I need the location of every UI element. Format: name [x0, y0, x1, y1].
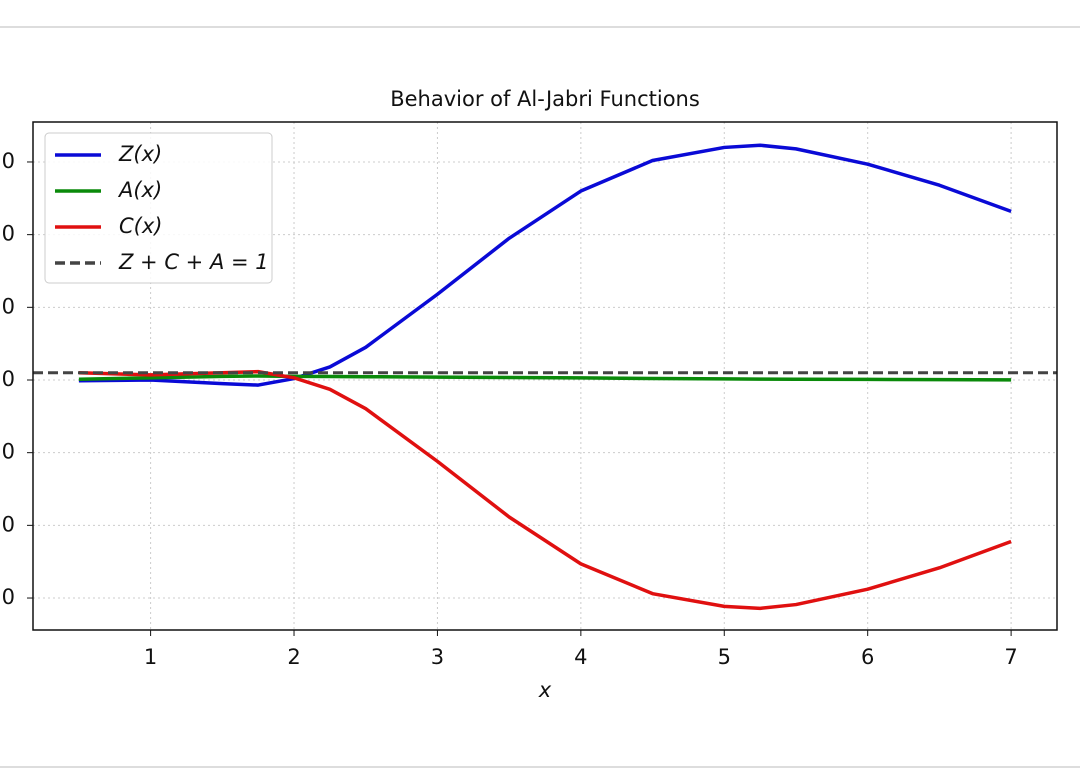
y-tick-label: 20 — [0, 222, 15, 246]
chart-title: Behavior of Al-Jabri Functions — [390, 87, 700, 111]
y-tick-label: 30 — [0, 149, 15, 173]
x-tick-label: 1 — [144, 645, 157, 669]
y-tick-label: 10 — [0, 294, 15, 318]
x-tick-label: 3 — [431, 645, 444, 669]
x-tick-label: 5 — [718, 645, 731, 669]
legend-box — [44, 132, 273, 284]
x-axis-label: x — [538, 678, 552, 702]
legend-label: Z(x) — [118, 142, 162, 166]
legend-label: A(x) — [117, 178, 162, 202]
legend-label: C(x) — [119, 214, 162, 238]
y-tick-label: -20 — [0, 512, 15, 536]
x-tick-label: 4 — [574, 645, 587, 669]
y-tick-label: -30 — [0, 585, 15, 609]
x-tick-label: 7 — [1004, 645, 1017, 669]
y-tick-label: 0 — [2, 367, 15, 391]
series-line — [78, 369, 1012, 611]
x-tick-label: 6 — [861, 645, 874, 669]
plot-frame — [32, 121, 1058, 631]
x-tick-label: 2 — [287, 645, 300, 669]
legend-label: Z + C + A = 1 — [118, 250, 269, 274]
y-tick-label: -10 — [0, 440, 15, 464]
series-line — [78, 374, 1012, 382]
series-line — [78, 143, 1012, 387]
